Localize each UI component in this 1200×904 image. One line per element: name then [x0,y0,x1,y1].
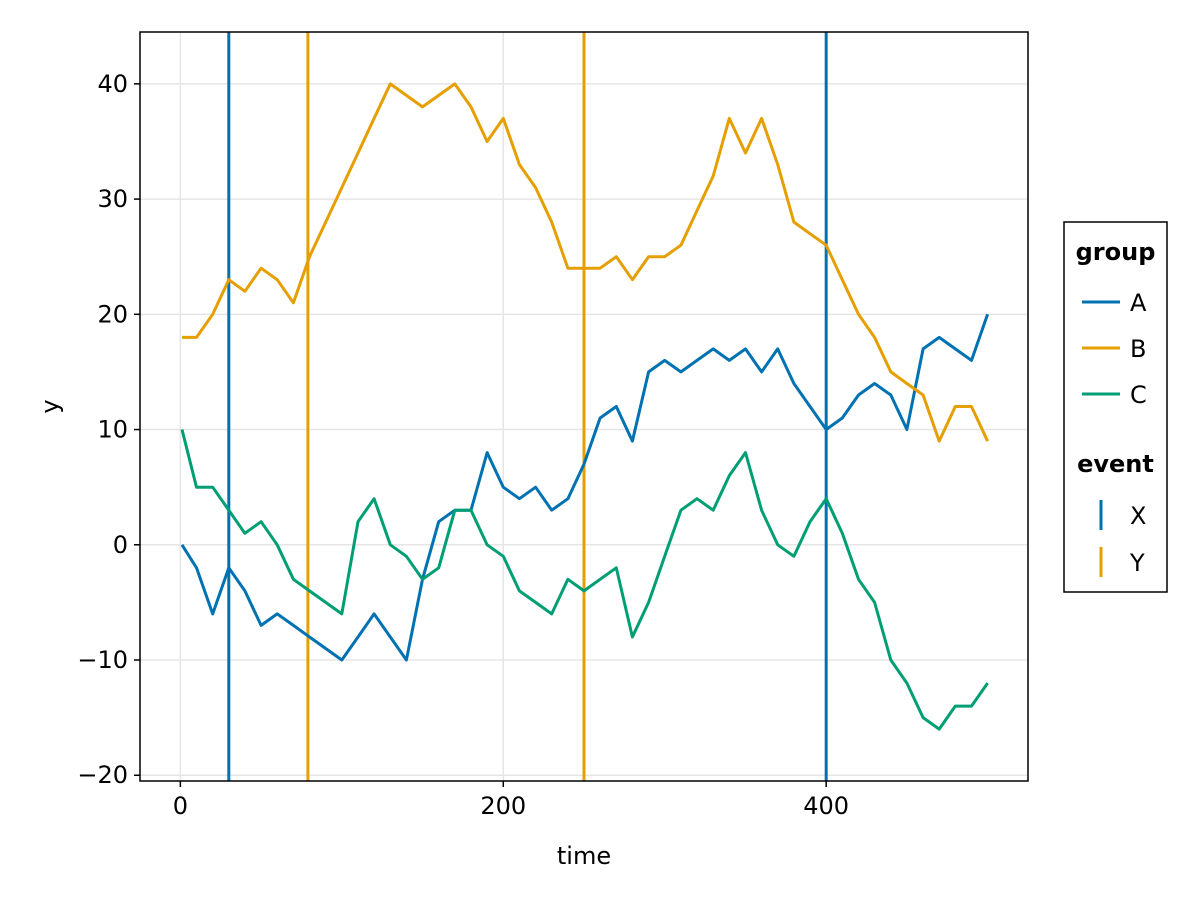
legend: group event ABC XY [1063,221,1168,593]
x-tick-label-2: 400 [803,792,849,820]
series-line-C [180,429,989,731]
series-lines [180,82,990,731]
legend-label-C: C [1130,381,1147,409]
legend-event-title: event [1077,450,1154,478]
legend-label-A: A [1130,289,1147,317]
series-line-A [180,313,990,662]
x-ticks: 0 200 400 [173,781,849,820]
y-tick-label-4: 20 [97,300,128,328]
event-lines [227,32,828,781]
x-tick-label-1: 200 [480,792,526,820]
y-axis-label: y [36,399,64,413]
legend-label-X: X [1130,502,1146,530]
legend-group-title: group [1076,238,1156,266]
y-tick-label-2: 0 [113,531,128,559]
legend-entries: ABC XY [1082,289,1147,577]
y-tick-label-0: −20 [77,761,128,789]
legend-label-Y: Y [1129,549,1145,577]
x-tick-label-0: 0 [173,792,188,820]
legend-label-B: B [1130,335,1146,363]
series-line-B [182,82,989,443]
y-tick-label-6: 40 [97,70,128,98]
legend-box [1063,221,1168,593]
x-axis-label: time [557,842,611,870]
plot-frame [139,31,1029,782]
y-tick-label-5: 30 [97,185,128,213]
y-ticks: −20 −10 0 10 20 30 40 [77,70,140,789]
y-tick-label-1: −10 [77,646,128,674]
y-tick-label-3: 10 [97,416,128,444]
